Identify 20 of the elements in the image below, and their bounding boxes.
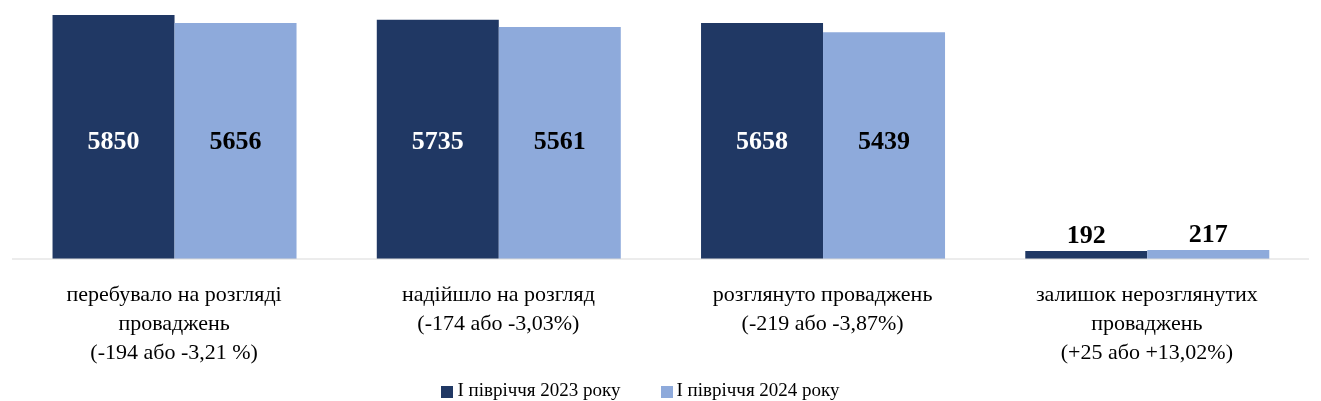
x-tick-label: перебувало на розгляді проваджень (-194 або -3,21 %) xyxy=(66,281,282,364)
data-label: 5656 xyxy=(209,125,262,155)
x-tick-label: залишок нерозглянутих проваджень (+25 або +13,02%) xyxy=(1035,281,1258,364)
bar xyxy=(174,23,297,259)
data-label: 5735 xyxy=(411,125,464,155)
data-label: 5561 xyxy=(533,125,586,155)
data-label: 5439 xyxy=(858,125,911,155)
bar xyxy=(498,27,621,259)
data-label: 5658 xyxy=(736,125,789,155)
x-tick-label: надійшло на розгляд (-174 або -3,03%) xyxy=(401,281,595,335)
legend-label: І півріччя 2023 року xyxy=(457,379,621,400)
data-label: 217 xyxy=(1188,218,1228,248)
bar xyxy=(52,15,175,259)
x-tick-label: розглянуто проваджень (-219 або -3,87%) xyxy=(712,281,933,335)
bar xyxy=(823,32,946,259)
bar xyxy=(701,23,824,259)
bar xyxy=(376,19,499,259)
data-label: 5850 xyxy=(87,125,140,155)
data-label: 192 xyxy=(1066,219,1106,249)
legend-label: І півріччя 2024 року xyxy=(676,379,840,400)
